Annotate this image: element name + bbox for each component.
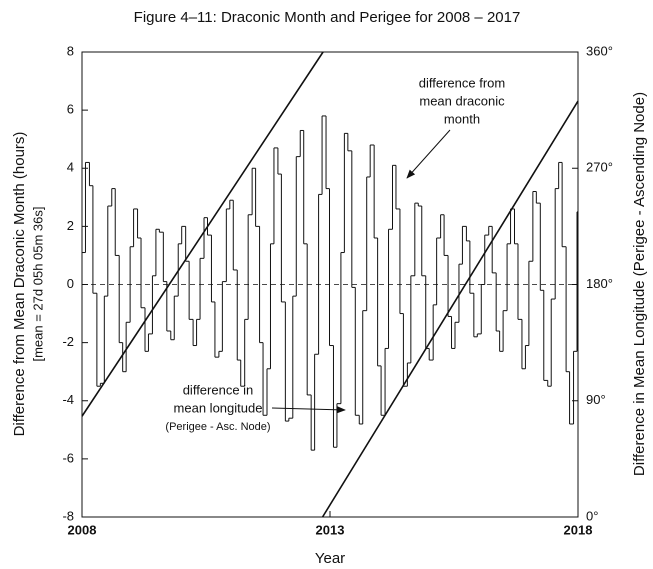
annotation: month	[444, 111, 480, 126]
y2-axis-label: Difference in Mean Longitude (Perigee - …	[631, 92, 648, 476]
y2-tick-label: 270°	[586, 160, 613, 175]
y-tick-label: -4	[62, 392, 74, 407]
y-axis-sublabel: [mean = 27d 05h 05m 36s]	[30, 206, 45, 361]
annotation: difference in	[183, 382, 254, 397]
annotation: mean longitude	[174, 400, 263, 415]
annotation-arrow	[406, 129, 451, 179]
y-tick-label: -2	[62, 334, 74, 349]
x-tick-label: 2013	[316, 522, 345, 537]
y-tick-label: -6	[62, 450, 74, 465]
y2-tick-label: 360°	[586, 43, 613, 58]
x-axis-label: Year	[315, 550, 345, 567]
y-tick-label: 0	[67, 276, 74, 291]
y-tick-label: 6	[67, 102, 74, 117]
y2-tick-label: 90°	[586, 392, 606, 407]
longitude-line	[81, 51, 324, 417]
y-tick-label: -8	[62, 508, 74, 523]
chart-title: Figure 4–11: Draconic Month and Perigee …	[134, 9, 521, 26]
longitude-line	[321, 100, 579, 518]
annotation: mean draconic	[419, 93, 505, 108]
x-tick-label: 2018	[564, 522, 593, 537]
x-tick-label: 2008	[68, 522, 97, 537]
y-tick-label: 2	[67, 218, 74, 233]
annotation: difference from	[419, 75, 505, 90]
annotation: (Perigee - Asc. Node)	[165, 421, 270, 433]
y2-tick-label: 180°	[586, 276, 613, 291]
y-tick-label: 4	[67, 160, 74, 175]
y2-tick-label: 0°	[586, 508, 598, 523]
y-tick-label: 8	[67, 43, 74, 58]
y-axis-label: Difference from Mean Draconic Month (hou…	[11, 132, 28, 437]
annotation-arrow	[271, 406, 346, 414]
